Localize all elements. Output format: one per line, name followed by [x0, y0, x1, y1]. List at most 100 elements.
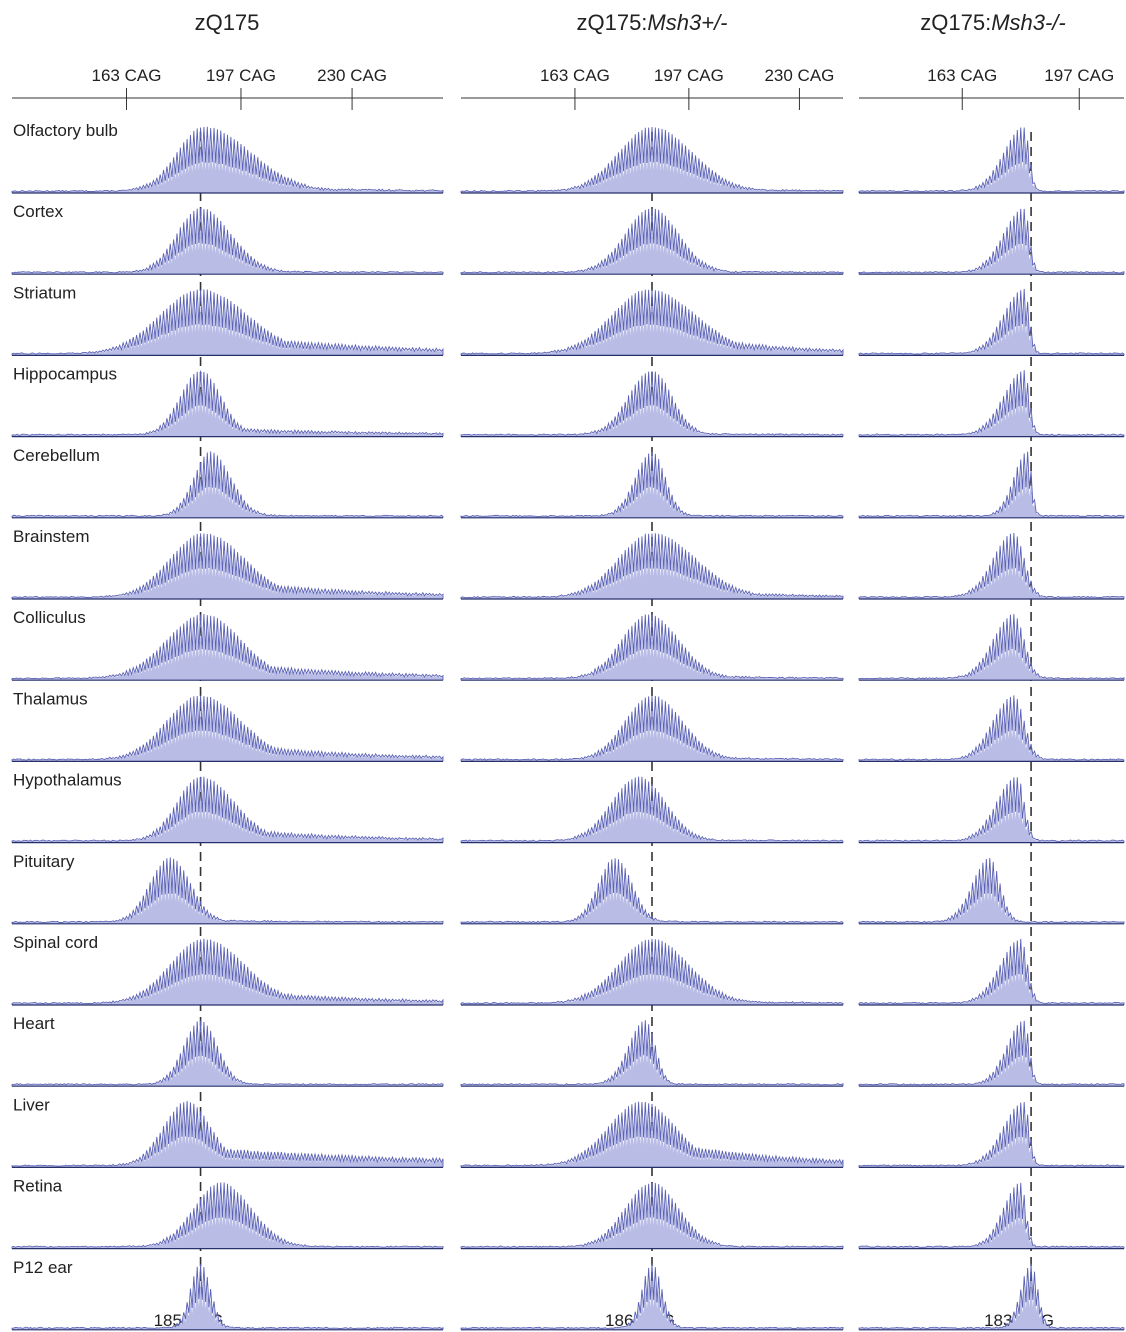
trace-fill-heart: [461, 1036, 843, 1087]
trace-heart: [11, 1020, 444, 1087]
trace-hypothalamus: [858, 777, 1125, 843]
trace-fill-cortex: [461, 225, 843, 275]
tissue-label-liver: Liver: [13, 1095, 50, 1114]
trace-olfactory-bulb: [858, 127, 1125, 193]
tissue-label-hypothalamus: Hypothalamus: [13, 771, 122, 790]
axis-tick-label: 197 CAG: [1044, 66, 1114, 85]
axis-tick-label: 163 CAG: [92, 66, 162, 85]
trace-retina: [11, 1182, 444, 1249]
trace-p12-ear: [460, 1263, 844, 1330]
trace-cerebellum: [858, 451, 1125, 518]
trace-spinal-cord: [460, 938, 844, 1005]
axis-tick-label: 230 CAG: [317, 66, 387, 85]
trace-fill-pituitary: [859, 874, 1124, 924]
trace-fill-spinal-cord: [461, 955, 843, 1005]
tissue-label-thalamus: Thalamus: [13, 689, 88, 708]
trace-fill-olfactory-bulb: [859, 143, 1124, 193]
trace-cortex: [11, 208, 444, 275]
tissue-label-spinal-cord: Spinal cord: [13, 933, 98, 952]
trace-brainstem: [11, 533, 444, 599]
trace-pituitary: [858, 858, 1125, 924]
trace-brainstem: [858, 532, 1125, 599]
trace-thalamus: [460, 695, 844, 762]
axis-tick-label: 163 CAG: [540, 66, 610, 85]
trace-liver: [460, 1101, 844, 1168]
trace-fill-colliculus: [12, 630, 443, 681]
trace-liver: [858, 1102, 1125, 1168]
trace-fill-striatum: [12, 305, 443, 356]
tissue-label-heart: Heart: [13, 1014, 55, 1033]
trace-fill-liver: [12, 1117, 443, 1168]
trace-spinal-cord: [11, 938, 444, 1005]
trace-pituitary: [11, 857, 444, 924]
trace-fill-olfactory-bulb: [12, 143, 443, 193]
trace-fill-striatum: [461, 305, 843, 356]
panel-title-allele: Msh3-/-: [991, 10, 1066, 35]
trace-fill-p12-ear: [12, 1280, 443, 1330]
trace-cortex: [460, 208, 844, 275]
panel-title: zQ175: [195, 10, 260, 35]
trace-fill-hypothalamus: [859, 793, 1124, 843]
axis-tick-label: 230 CAG: [764, 66, 834, 85]
tissue-label-cerebellum: Cerebellum: [13, 446, 100, 465]
trace-fill-striatum: [859, 305, 1124, 356]
trace-fill-retina: [859, 1199, 1124, 1249]
trace-fill-liver: [859, 1118, 1124, 1168]
tissue-label-p12-ear: P12 ear: [13, 1258, 73, 1277]
trace-hypothalamus: [11, 776, 444, 843]
trace-retina: [858, 1182, 1125, 1249]
trace-hypothalamus: [460, 776, 844, 843]
trace-fill-spinal-cord: [859, 955, 1124, 1005]
trace-fill-retina: [461, 1199, 843, 1249]
trace-fill-hippocampus: [859, 386, 1124, 437]
trace-fill-hypothalamus: [12, 793, 443, 843]
tissue-label-striatum: Striatum: [13, 283, 76, 302]
trace-cortex: [858, 208, 1125, 275]
trace-fill-cerebellum: [461, 468, 843, 518]
trace-fill-colliculus: [859, 630, 1124, 681]
tissue-label-brainstem: Brainstem: [13, 527, 90, 546]
trace-cerebellum: [11, 451, 444, 518]
trace-olfactory-bulb: [460, 126, 844, 193]
trace-fill-cerebellum: [12, 468, 443, 518]
trace-heart: [460, 1020, 844, 1087]
trace-hippocampus: [11, 370, 444, 437]
trace-p12-ear: [858, 1263, 1125, 1330]
trace-olfactory-bulb: [11, 126, 444, 193]
trace-fill-hippocampus: [461, 387, 843, 437]
trace-fill-liver: [461, 1118, 843, 1168]
panel-title-genotype: zQ175:: [920, 10, 991, 35]
trace-colliculus: [460, 614, 844, 681]
trace-fill-brainstem: [12, 549, 443, 599]
trace-cerebellum: [460, 451, 844, 518]
axis-tick-label: 163 CAG: [927, 66, 997, 85]
trace-fill-hypothalamus: [461, 793, 843, 843]
tissue-label-hippocampus: Hippocampus: [13, 365, 117, 384]
trace-colliculus: [858, 614, 1125, 681]
tissue-label-cortex: Cortex: [13, 202, 64, 221]
trace-heart: [858, 1020, 1125, 1087]
panel-title: zQ175:Msh3+/-: [576, 10, 727, 35]
tissue-label-retina: Retina: [13, 1177, 63, 1196]
trace-fill-olfactory-bulb: [461, 143, 843, 193]
trace-striatum: [858, 288, 1125, 356]
trace-fill-thalamus: [859, 711, 1124, 762]
panel-title: zQ175:Msh3-/-: [920, 10, 1066, 35]
trace-fill-hippocampus: [12, 387, 443, 437]
trace-fill-cerebellum: [859, 468, 1124, 518]
trace-pituitary: [460, 858, 844, 924]
trace-fill-colliculus: [461, 630, 843, 681]
trace-fill-p12-ear: [461, 1280, 843, 1330]
trace-fill-retina: [12, 1198, 443, 1249]
trace-fill-thalamus: [12, 712, 443, 762]
trace-hippocampus: [858, 370, 1125, 437]
tissue-label-colliculus: Colliculus: [13, 608, 86, 627]
trace-retina: [460, 1182, 844, 1249]
trace-fill-cortex: [859, 225, 1124, 275]
tissue-label-olfactory-bulb: Olfactory bulb: [13, 121, 118, 140]
tissue-label-pituitary: Pituitary: [13, 852, 75, 871]
